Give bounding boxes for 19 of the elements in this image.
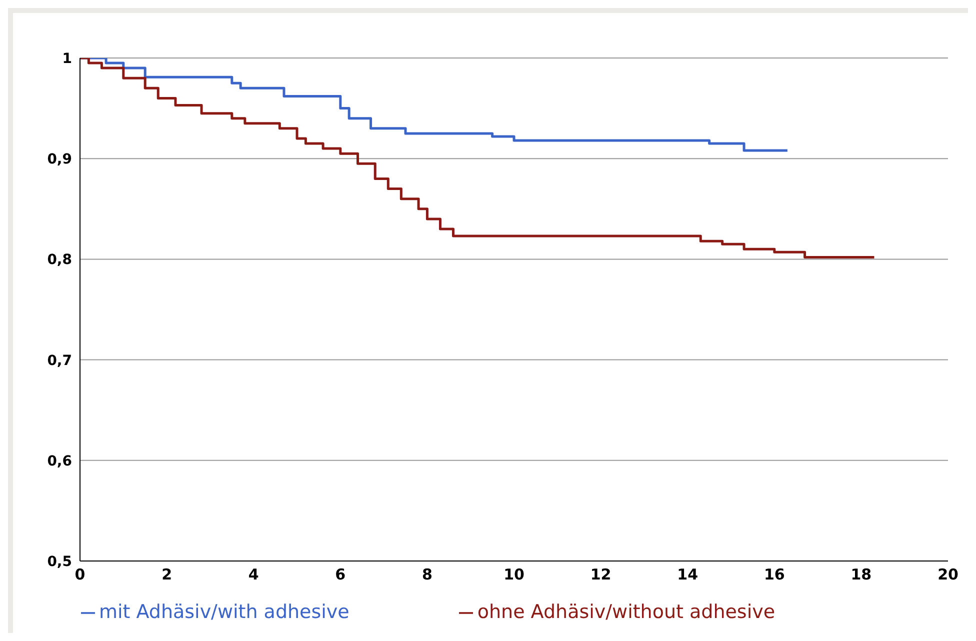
x-tick-label: 6 [335,566,346,584]
x-tick-label: 16 [764,566,785,584]
y-tick-label: 0,8 [47,252,72,268]
x-tick-label: 12 [590,566,612,584]
x-tick-label: 18 [850,566,872,584]
x-tick-label: 20 [938,566,958,584]
y-tick-label: 0,5 [47,554,72,570]
y-tick-label: 1 [62,50,72,67]
x-tick-label: 4 [248,566,259,584]
x-tick-label: 8 [422,566,432,584]
y-tick-label: 0,6 [47,453,72,470]
x-tick-label: 2 [162,566,172,584]
x-tick-label: 14 [677,566,698,584]
x-tick-label: 10 [504,566,524,584]
y-tick-label: 0,9 [47,152,72,168]
legend-label: ohne Adhäsiv/without adhesive [477,601,776,623]
y-tick-label: 0,7 [47,352,72,369]
legend-label: mit Adhäsiv/with adhesive [98,601,350,623]
x-tick-label: 0 [74,566,86,584]
